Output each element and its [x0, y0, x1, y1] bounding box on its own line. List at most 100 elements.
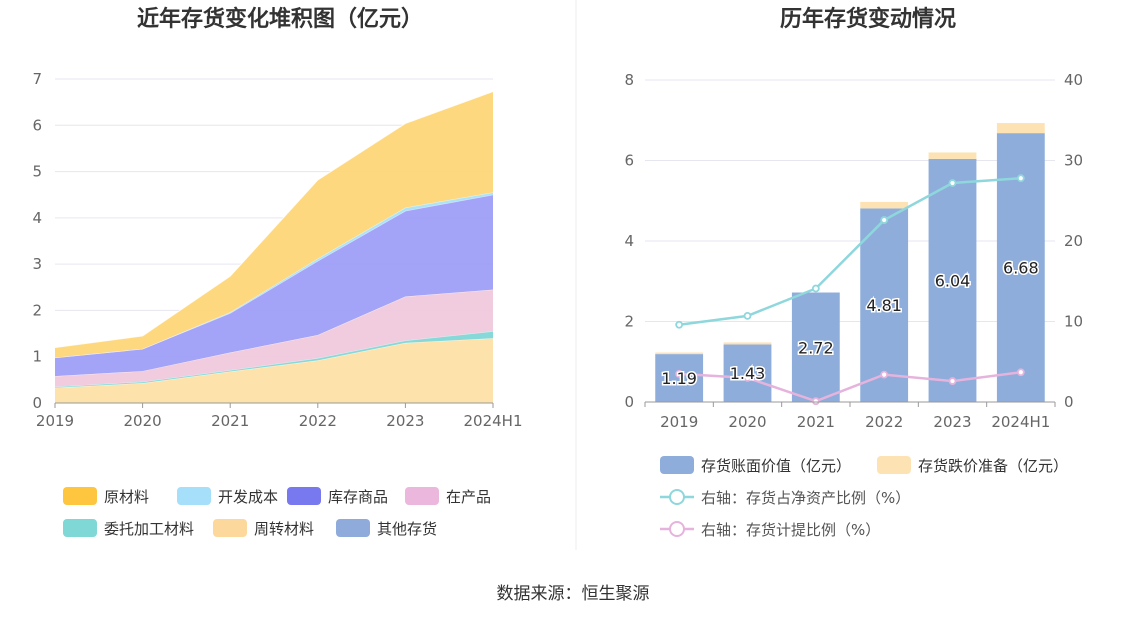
legend-label[interactable]: 在产品 [446, 488, 491, 506]
line-series-2 [679, 176, 1021, 326]
bar-provision[interactable] [655, 352, 704, 355]
legend-label[interactable]: 存货账面价值（亿元） [701, 457, 851, 475]
source-note: 数据来源：恒生聚源 [497, 584, 650, 604]
left-y-tick: 2 [32, 301, 42, 319]
legend-swatch[interactable] [877, 456, 911, 474]
area-series-2 [55, 289, 493, 387]
left-y-tick: 6 [32, 116, 42, 134]
right-bars [655, 123, 1045, 402]
area-series-0 [55, 338, 493, 403]
right-y-tick: 2 [624, 313, 634, 331]
line-point[interactable] [948, 179, 957, 187]
right-x-tick: 2024H1 [991, 413, 1050, 431]
bar-data-label: 1.19 [661, 369, 697, 388]
line-point[interactable] [811, 397, 820, 406]
legend-label[interactable]: 委托加工材料 [104, 520, 194, 538]
bar-book-value[interactable] [791, 292, 840, 402]
right-lines [675, 174, 1025, 406]
left-area-chart: 近年存货变化堆积图（亿元） 0 1 2 3 4 5 6 7 2019 2020 2021 2022 20… [32, 6, 522, 538]
legend-swatch[interactable] [213, 519, 247, 537]
legend-label[interactable]: 开发成本 [218, 488, 278, 506]
legend-swatch[interactable] [177, 487, 211, 505]
line-point[interactable] [743, 311, 752, 320]
right-y2-tick: 10 [1064, 313, 1083, 331]
bar-provision[interactable] [928, 152, 977, 159]
legend-swatch[interactable] [63, 487, 97, 505]
line-point[interactable] [675, 369, 684, 378]
left-y-tick: 1 [32, 348, 42, 366]
right-x-tick: 2020 [728, 413, 766, 431]
right-x-tick: 2019 [660, 413, 698, 431]
right-grid [645, 79, 1055, 322]
right-axes: 0 2 4 6 8 0 10 20 30 40 2019 2020 2021 2022 2023 2024H1 [624, 71, 1083, 431]
right-x-tick: 2022 [865, 413, 903, 431]
left-y-tick: 4 [32, 209, 42, 227]
bar-book-value[interactable] [655, 354, 704, 402]
left-x-tick: 2022 [299, 412, 337, 430]
right-x-tick: 2021 [797, 413, 835, 431]
right-y2-tick: 30 [1064, 152, 1083, 170]
right-y2-tick: 20 [1064, 232, 1083, 250]
legend-swatch[interactable] [660, 456, 694, 474]
left-x-tick: 2019 [36, 412, 74, 430]
legend-label[interactable]: 库存商品 [328, 488, 388, 506]
left-y-tick: 3 [32, 255, 42, 273]
line-point[interactable] [811, 284, 820, 293]
area-series-edge-6 [54, 91, 494, 348]
legend-label[interactable]: 右轴：存货占净资产比例（%） [701, 489, 910, 507]
right-legend: 存货账面价值（亿元） 存货跌价准备（亿元） 右轴：存货占净资产比例（%） 右轴：存货计… [660, 456, 1068, 539]
legend-line-marker[interactable] [669, 521, 685, 537]
line-point[interactable] [1016, 368, 1025, 377]
legend-label[interactable]: 其他存货 [377, 520, 437, 538]
left-x-tick: 2024H1 [464, 412, 523, 430]
line-point[interactable] [743, 373, 752, 382]
bar-data-label: 6.04 [935, 271, 971, 290]
right-bar-line-chart: 历年存货变动情况 1.19 1.43 2.72 4.81 6.04 6.68 0 2 4 6 8 0… [624, 6, 1083, 539]
right-chart-title: 历年存货变动情况 [780, 6, 956, 32]
right-bar-labels: 1.19 1.43 2.72 4.81 6.04 6.68 [660, 257, 1040, 389]
left-x-tick: 2023 [386, 412, 424, 430]
bar-book-value[interactable] [723, 344, 772, 402]
line-point[interactable] [880, 216, 889, 224]
bar-data-label: 6.68 [1003, 259, 1039, 278]
legend-label[interactable]: 周转材料 [254, 520, 314, 538]
right-y2-tick: 40 [1064, 71, 1083, 89]
left-x-tick: 2021 [211, 412, 249, 430]
legend-swatch[interactable] [405, 487, 439, 505]
bar-book-value[interactable] [860, 208, 909, 402]
legend-label[interactable]: 存货跌价准备（亿元） [918, 457, 1068, 475]
legend-swatch[interactable] [287, 487, 321, 505]
left-axes: 0 1 2 3 4 5 6 7 2019 2020 2021 2022 2023 2024H1 [32, 70, 522, 430]
legend-label[interactable]: 原材料 [104, 488, 149, 506]
legend-line-marker[interactable] [669, 489, 685, 505]
right-y-tick: 8 [624, 71, 634, 89]
line-point[interactable] [880, 370, 889, 379]
bar-book-value[interactable] [928, 158, 977, 402]
bar-provision[interactable] [723, 342, 772, 345]
bar-data-label: 4.81 [866, 296, 902, 315]
bar-data-label: 1.43 [730, 364, 766, 383]
area-series-edge-2 [54, 289, 494, 377]
area-series-5 [55, 91, 493, 358]
bar-provision[interactable] [860, 201, 909, 209]
left-y-tick: 7 [32, 70, 42, 88]
line-point[interactable] [1016, 174, 1025, 183]
right-y-tick: 4 [624, 232, 634, 250]
line-point[interactable] [948, 377, 957, 385]
left-chart-title: 近年存货变化堆积图（亿元） [137, 6, 423, 32]
right-y-tick: 6 [624, 152, 634, 170]
line-point[interactable] [675, 320, 684, 329]
legend-swatch[interactable] [336, 519, 370, 537]
left-areas [54, 91, 494, 403]
bar-data-label: 2.72 [798, 338, 834, 357]
legend-swatch[interactable] [63, 519, 97, 537]
right-y-tick: 0 [624, 393, 634, 411]
left-x-tick: 2020 [124, 412, 162, 430]
area-series-3 [55, 194, 493, 377]
left-y-tick: 0 [32, 394, 42, 412]
right-y2-tick: 0 [1064, 393, 1074, 411]
legend-label[interactable]: 右轴：存货计提比例（%） [701, 521, 880, 539]
bar-provision[interactable] [996, 123, 1045, 134]
